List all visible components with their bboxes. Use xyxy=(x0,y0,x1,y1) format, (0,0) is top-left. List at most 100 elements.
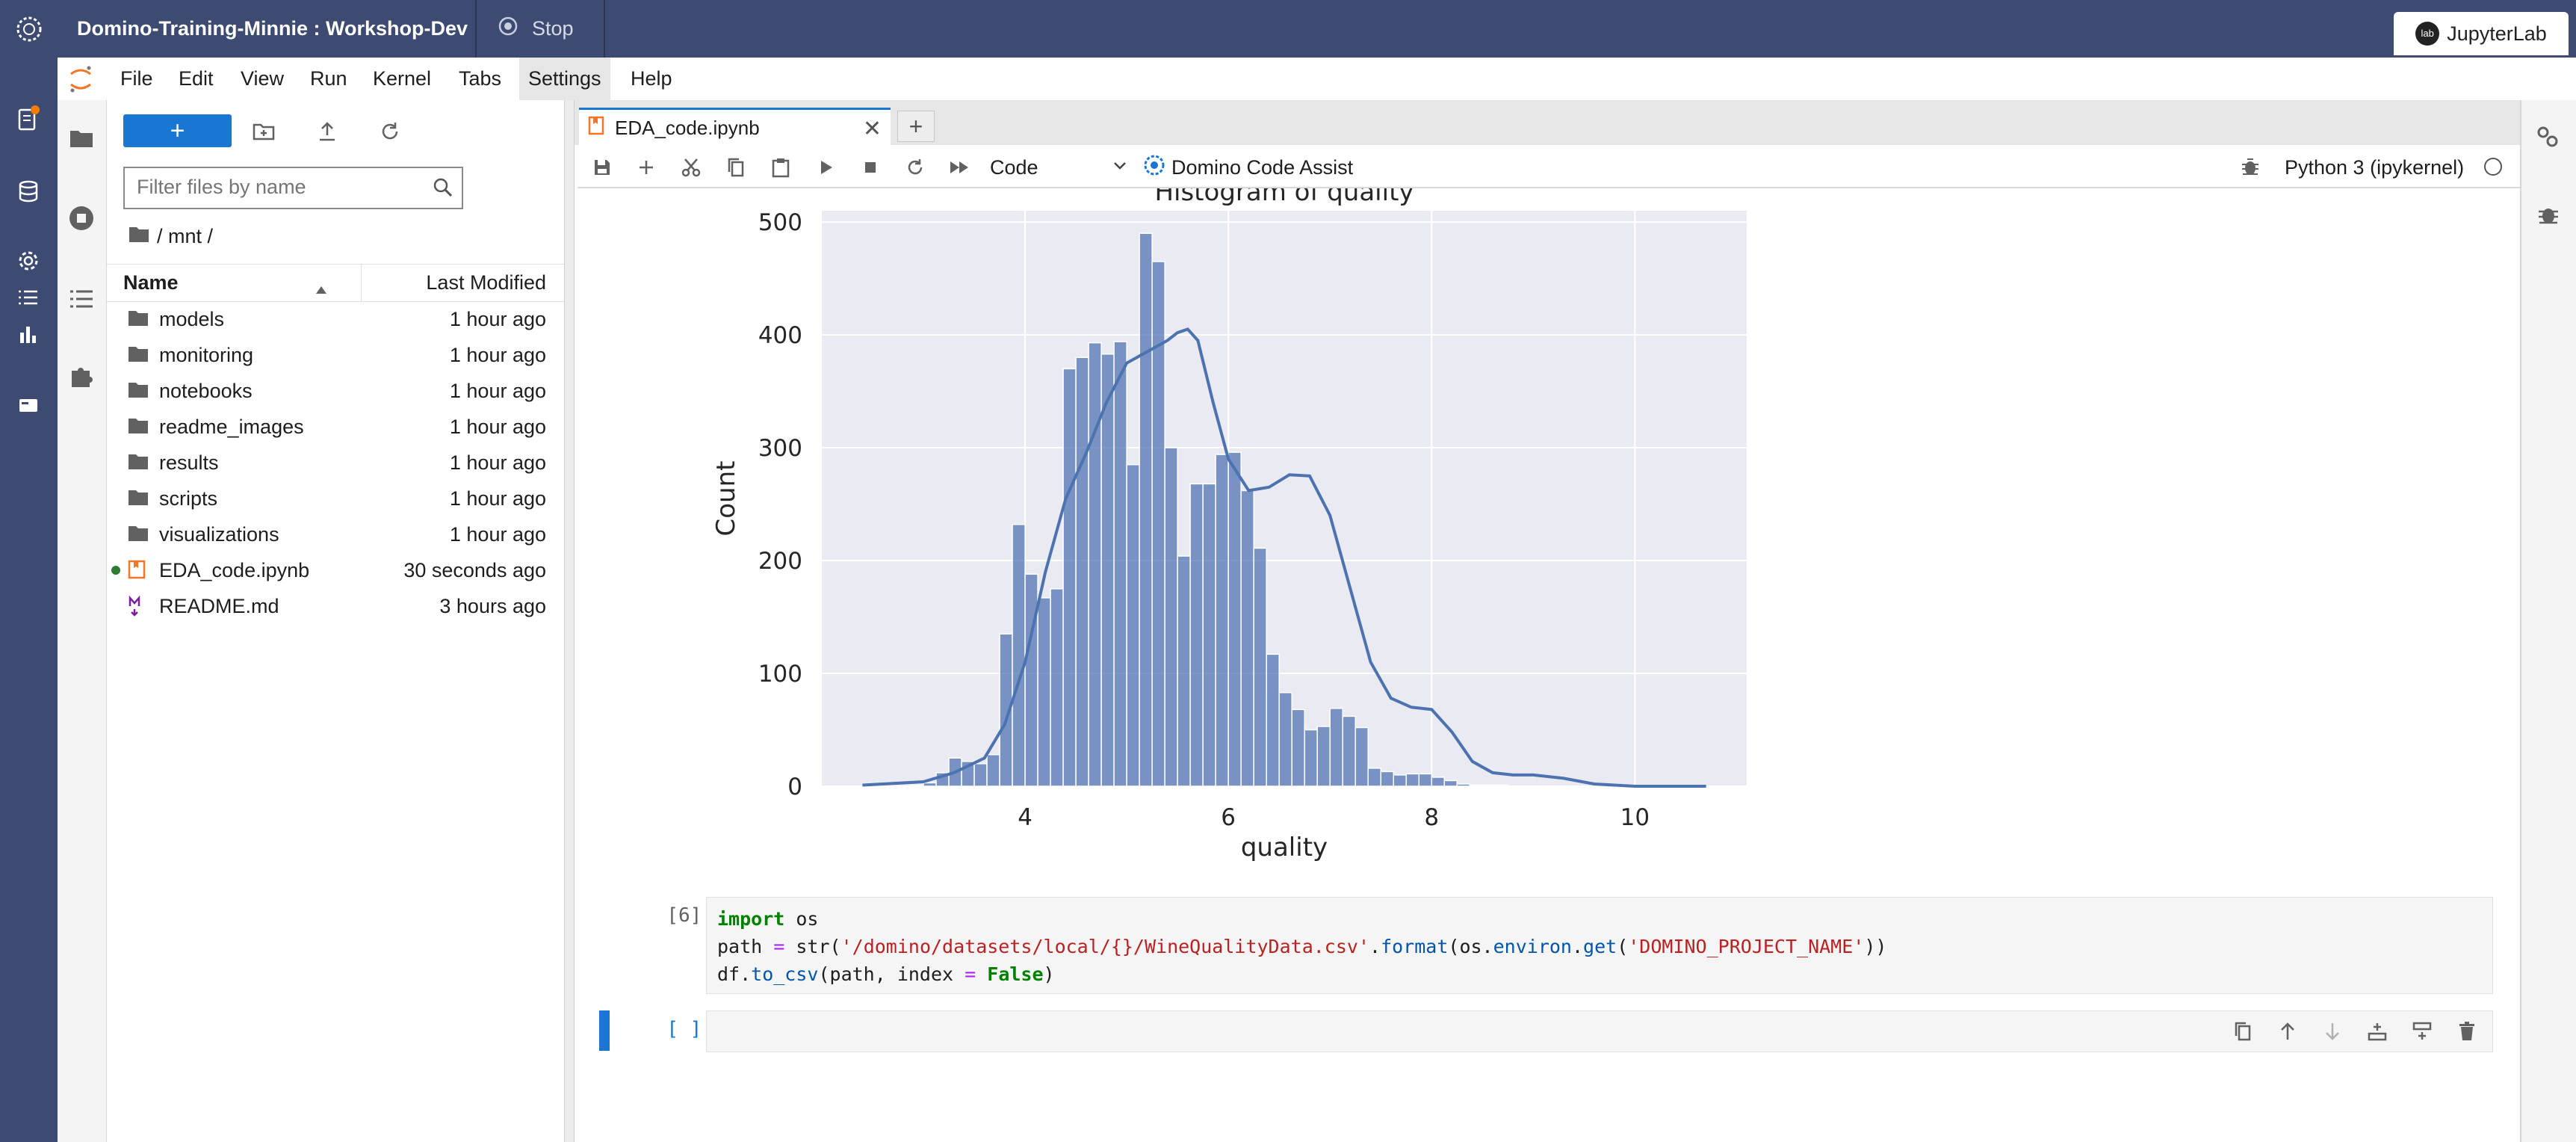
file-list-item[interactable]: models 1 hour ago xyxy=(107,301,564,337)
notebook-toolbar xyxy=(578,146,2520,188)
search-icon xyxy=(432,176,454,203)
extension-manager-icon[interactable] xyxy=(63,357,100,395)
code-token: )) xyxy=(1864,936,1887,957)
file-name: models xyxy=(159,308,225,330)
restart-kernel-icon[interactable] xyxy=(900,152,930,182)
menu-edit[interactable]: Edit xyxy=(179,67,214,90)
file-list-item[interactable]: EDA_code.ipynb 30 seconds ago xyxy=(107,552,564,588)
histogram-bar xyxy=(1456,783,1471,787)
histogram-bar xyxy=(1494,784,1509,787)
domino-code-assist-button[interactable]: Domino Code Assist xyxy=(1143,152,1353,182)
domino-logo-icon[interactable] xyxy=(0,0,58,58)
running-sessions-icon[interactable] xyxy=(63,200,100,237)
code-token xyxy=(976,963,987,985)
file-list-item[interactable]: README.md 3 hours ago xyxy=(107,588,564,624)
code-token: 'DOMINO_PROJECT_NAME' xyxy=(1628,936,1865,957)
insert-cell-icon[interactable] xyxy=(631,152,661,182)
run-all-icon[interactable] xyxy=(945,152,975,182)
chart-nav-icon[interactable] xyxy=(10,316,46,352)
table-of-contents-icon[interactable] xyxy=(63,280,100,318)
menu-settings[interactable]: Settings xyxy=(519,58,610,100)
move-down-icon[interactable] xyxy=(2318,1016,2347,1046)
delete-cell-icon[interactable] xyxy=(2452,1016,2482,1046)
sort-ascending-icon[interactable] xyxy=(315,277,328,300)
file-list-item[interactable]: monitoring 1 hour ago xyxy=(107,337,564,373)
file-filter-input[interactable] xyxy=(125,168,428,206)
new-tab-button[interactable]: + xyxy=(897,111,935,142)
column-name-header[interactable]: Name xyxy=(123,271,179,294)
notebook-icon xyxy=(588,116,604,141)
file-modified: 1 hour ago xyxy=(449,308,546,330)
histogram-bar xyxy=(1100,353,1115,787)
tab-eda-notebook[interactable]: EDA_code.ipynb ✕ xyxy=(579,108,891,146)
file-modified: 1 hour ago xyxy=(449,344,546,366)
y-tick-label: 100 xyxy=(758,661,802,688)
project-title[interactable]: Domino-Training-Minnie : Workshop-Dev xyxy=(77,17,468,40)
settings-nav-icon[interactable] xyxy=(10,243,46,279)
file-browser-tab-icon[interactable] xyxy=(63,120,100,157)
property-inspector-icon[interactable] xyxy=(2534,123,2561,154)
plus-icon: + xyxy=(170,116,185,145)
save-icon[interactable] xyxy=(587,152,617,182)
folder-icon xyxy=(128,309,150,330)
stop-workspace-button[interactable]: Stop xyxy=(475,0,605,58)
debugger-panel-icon[interactable] xyxy=(2537,203,2560,231)
code-cell-6[interactable]: import os path = str('/domino/datasets/l… xyxy=(706,897,2493,994)
data-nav-icon[interactable] xyxy=(10,173,46,209)
histogram-bar xyxy=(1202,483,1216,787)
card-nav-icon[interactable] xyxy=(10,387,46,423)
list-nav-icon[interactable] xyxy=(10,280,46,315)
menu-tabs[interactable]: Tabs xyxy=(459,67,502,90)
stop-kernel-icon[interactable] xyxy=(855,152,885,182)
file-list-item[interactable]: notebooks 1 hour ago xyxy=(107,373,564,409)
menu-kernel[interactable]: Kernel xyxy=(373,67,432,90)
upload-button[interactable] xyxy=(312,117,342,146)
insert-below-icon[interactable] xyxy=(2407,1016,2437,1046)
menu-view[interactable]: View xyxy=(241,67,285,90)
chevron-down-icon xyxy=(1110,155,1130,180)
duplicate-cell-icon[interactable] xyxy=(2228,1016,2258,1046)
cut-icon[interactable] xyxy=(676,152,706,182)
jupyterlab-badge[interactable]: lab JupyterLab xyxy=(2394,12,2569,55)
menu-help[interactable]: Help xyxy=(631,67,672,90)
file-list-item[interactable]: scripts 1 hour ago xyxy=(107,481,564,516)
code-token: format xyxy=(1381,936,1449,957)
breadcrumb[interactable]: / mnt / xyxy=(129,223,213,250)
file-modified: 1 hour ago xyxy=(449,487,546,510)
files-nav-icon[interactable] xyxy=(10,101,46,137)
jupyter-left-sidebar xyxy=(58,100,107,1142)
file-list-item[interactable]: readme_images 1 hour ago xyxy=(107,409,564,445)
code-token: . xyxy=(1369,936,1381,957)
histogram-bar xyxy=(1126,463,1140,787)
histogram-bar xyxy=(1088,342,1102,787)
insert-above-icon[interactable] xyxy=(2362,1016,2392,1046)
menu-run[interactable]: Run xyxy=(310,67,347,90)
kernel-name[interactable]: Python 3 (ipykernel) xyxy=(2285,155,2465,179)
histogram-bar xyxy=(1266,653,1280,787)
menu-file[interactable]: File xyxy=(120,67,153,90)
close-icon[interactable]: ✕ xyxy=(862,117,882,141)
move-up-icon[interactable] xyxy=(2273,1016,2303,1046)
code-token: os xyxy=(784,908,819,930)
file-modified: 3 hours ago xyxy=(439,595,546,617)
file-list-item[interactable]: visualizations 1 hour ago xyxy=(107,516,564,552)
histogram-bar xyxy=(923,782,937,787)
home-folder-icon[interactable] xyxy=(129,223,149,250)
code-token: import xyxy=(717,908,785,930)
code-token: path xyxy=(717,936,774,957)
new-folder-button[interactable] xyxy=(249,117,279,146)
new-launcher-button[interactable]: + xyxy=(123,114,232,147)
copy-icon[interactable] xyxy=(721,152,751,182)
refresh-button[interactable] xyxy=(375,117,405,146)
code-token: False xyxy=(987,963,1044,985)
empty-code-cell[interactable] xyxy=(706,1010,2493,1052)
breadcrumb-path[interactable]: / mnt / xyxy=(157,225,214,247)
cell-type-select[interactable]: Code xyxy=(990,152,1136,182)
debugger-icon[interactable] xyxy=(2235,152,2265,182)
file-list-item[interactable]: results 1 hour ago xyxy=(107,445,564,481)
panel-splitter[interactable] xyxy=(564,100,575,1142)
active-cell-indicator xyxy=(599,1010,610,1051)
column-modified-header[interactable]: Last Modified xyxy=(426,271,546,294)
run-icon[interactable] xyxy=(811,152,840,182)
paste-icon[interactable] xyxy=(766,152,796,182)
